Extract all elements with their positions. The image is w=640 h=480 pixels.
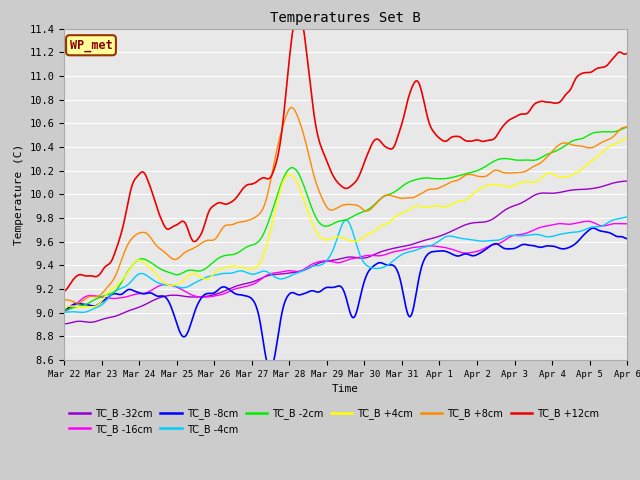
- TC_B +4cm: [60, 304, 68, 310]
- TC_B -16cm: [60, 308, 68, 314]
- TC_B +8cm: [367, 206, 375, 212]
- TC_B -32cm: [365, 254, 372, 260]
- TC_B +4cm: [523, 179, 531, 184]
- TC_B -8cm: [397, 277, 404, 283]
- TC_B -8cm: [623, 236, 631, 241]
- TC_B +8cm: [288, 105, 296, 110]
- Legend: TC_B -32cm, TC_B -16cm, TC_B -8cm, TC_B -4cm, TC_B -2cm, TC_B +4cm, TC_B +8cm, T: TC_B -32cm, TC_B -16cm, TC_B -8cm, TC_B …: [69, 408, 599, 434]
- TC_B -16cm: [584, 218, 591, 224]
- TC_B +4cm: [397, 211, 404, 216]
- TC_B -8cm: [523, 242, 531, 248]
- TC_B +4cm: [366, 231, 374, 237]
- TC_B -4cm: [60, 309, 68, 315]
- TC_B -32cm: [610, 180, 618, 186]
- TC_B -16cm: [522, 230, 529, 236]
- X-axis label: Time: Time: [332, 384, 359, 394]
- Line: TC_B -4cm: TC_B -4cm: [64, 217, 627, 312]
- TC_B -2cm: [331, 220, 339, 226]
- TC_B -8cm: [60, 308, 68, 313]
- TC_B -16cm: [328, 259, 335, 264]
- TC_B -32cm: [522, 198, 529, 204]
- TC_B -4cm: [623, 214, 631, 220]
- Line: TC_B -8cm: TC_B -8cm: [64, 228, 627, 369]
- Y-axis label: Temperature (C): Temperature (C): [13, 144, 24, 245]
- TC_B -16cm: [623, 221, 631, 227]
- TC_B +8cm: [74, 300, 81, 306]
- Title: Temperatures Set B: Temperatures Set B: [270, 11, 421, 25]
- TC_B +4cm: [623, 135, 631, 141]
- Line: TC_B -2cm: TC_B -2cm: [64, 127, 627, 310]
- Line: TC_B +4cm: TC_B +4cm: [64, 138, 627, 307]
- TC_B +8cm: [397, 195, 405, 201]
- TC_B +12cm: [623, 50, 631, 56]
- TC_B -8cm: [589, 225, 597, 231]
- TC_B -2cm: [610, 129, 618, 135]
- TC_B -4cm: [611, 216, 619, 222]
- TC_B -32cm: [60, 321, 68, 327]
- TC_B +4cm: [332, 234, 340, 240]
- TC_B -8cm: [332, 284, 340, 289]
- TC_B -4cm: [366, 264, 374, 270]
- TC_B -16cm: [365, 252, 372, 258]
- TC_B -2cm: [328, 222, 335, 228]
- TC_B -32cm: [396, 244, 403, 250]
- TC_B -8cm: [267, 366, 275, 372]
- TC_B -2cm: [365, 206, 372, 212]
- Line: TC_B +12cm: TC_B +12cm: [64, 10, 627, 291]
- Line: TC_B -16cm: TC_B -16cm: [64, 221, 627, 311]
- TC_B +12cm: [397, 126, 404, 132]
- TC_B +8cm: [623, 124, 631, 130]
- TC_B -2cm: [396, 186, 403, 192]
- TC_B -8cm: [366, 266, 374, 272]
- Line: TC_B +8cm: TC_B +8cm: [64, 108, 627, 303]
- TC_B +12cm: [611, 53, 619, 59]
- TC_B +8cm: [612, 131, 620, 137]
- TC_B +4cm: [79, 304, 87, 310]
- TC_B -16cm: [396, 248, 403, 254]
- TC_B -8cm: [329, 285, 337, 290]
- Text: WP_met: WP_met: [70, 39, 113, 52]
- TC_B +4cm: [611, 141, 619, 147]
- TC_B -32cm: [328, 258, 335, 264]
- TC_B -4cm: [523, 232, 531, 238]
- TC_B -2cm: [522, 157, 529, 163]
- TC_B +8cm: [330, 207, 337, 213]
- TC_B -4cm: [78, 310, 86, 315]
- TC_B -16cm: [331, 260, 339, 265]
- TC_B +12cm: [523, 111, 531, 117]
- Line: TC_B -32cm: TC_B -32cm: [64, 181, 627, 324]
- TC_B +12cm: [332, 178, 340, 183]
- TC_B -16cm: [611, 221, 619, 227]
- TC_B +12cm: [366, 146, 374, 152]
- TC_B +8cm: [524, 167, 532, 173]
- TC_B +12cm: [60, 288, 68, 294]
- TC_B -4cm: [332, 239, 340, 245]
- TC_B -32cm: [623, 178, 631, 184]
- TC_B -2cm: [60, 307, 68, 313]
- TC_B -2cm: [623, 124, 631, 130]
- TC_B -8cm: [612, 233, 620, 239]
- TC_B -4cm: [397, 252, 404, 258]
- TC_B -4cm: [329, 248, 337, 253]
- TC_B +4cm: [329, 235, 337, 241]
- TC_B +8cm: [333, 205, 341, 211]
- TC_B +8cm: [60, 297, 68, 303]
- TC_B -32cm: [331, 257, 339, 263]
- TC_B +12cm: [329, 172, 337, 178]
- TC_B +12cm: [295, 7, 303, 13]
